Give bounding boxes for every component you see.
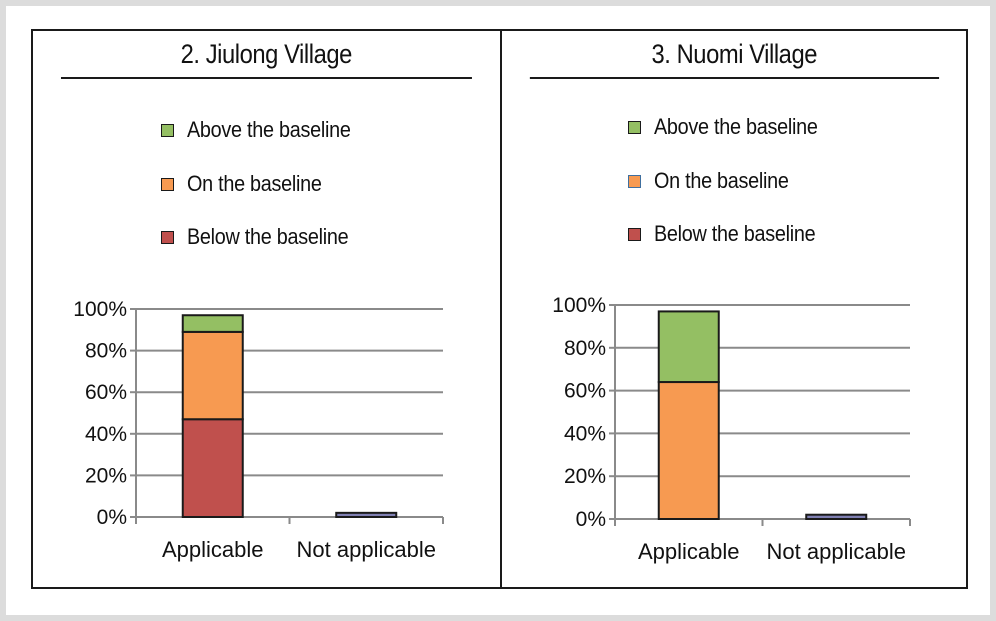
y-tick-label: 20% xyxy=(563,465,605,488)
bar-chart-jiulong: 0% 20% 40% 60% 80% 100% Applicable Not applicab… xyxy=(73,298,444,562)
legend-swatch-below xyxy=(627,227,641,241)
y-tick-label: 40% xyxy=(563,422,605,445)
legend-swatch-above xyxy=(627,120,641,134)
bar-segment-above xyxy=(657,310,720,384)
legend-label: On the baseline xyxy=(187,171,322,196)
y-tick-label: 80% xyxy=(85,340,127,363)
bar-segment-not-applicable xyxy=(804,513,867,521)
legend-item-below: Below the baseline xyxy=(161,224,366,250)
legend-item-on: On the baseline xyxy=(161,171,337,197)
y-tick-label: 0% xyxy=(575,508,605,531)
legend-label: Below the baseline xyxy=(187,224,349,249)
bar-segment-above xyxy=(181,314,244,333)
x-tick-label: Applicable xyxy=(637,539,739,564)
legend-label: Above the baseline xyxy=(187,117,351,142)
x-tick-label: Not applicable xyxy=(297,537,436,562)
legend-item-on: On the baseline xyxy=(627,168,804,194)
y-tick-label: 60% xyxy=(85,381,127,404)
bar-segment-below xyxy=(181,418,244,518)
y-tick-label: 60% xyxy=(563,380,605,403)
bar-chart-nuomi: 0% 20% 40% 60% 80% 100% Applicable Not applicab… xyxy=(552,294,911,564)
panel-nuomi: 3. Nuomi Village Above the baseline On t… xyxy=(499,31,967,587)
legend-swatch-above xyxy=(161,123,174,137)
panel-title: 3. Nuomi Village xyxy=(529,31,939,79)
bar-segment-on xyxy=(657,381,720,521)
y-tick-label: 100% xyxy=(73,298,127,321)
y-tick-label: 100% xyxy=(552,294,606,317)
panel-jiulong: 2. Jiulong Village Above the baseline On… xyxy=(33,31,500,587)
legend-swatch-below xyxy=(161,230,174,244)
figure-table: 2. Jiulong Village Above the baseline On… xyxy=(31,29,968,589)
y-tick-label: 0% xyxy=(97,506,127,529)
y-tick-label: 40% xyxy=(85,423,127,446)
legend-item-below: Below the baseline xyxy=(627,221,833,247)
legend-label: Below the baseline xyxy=(653,221,816,246)
x-tick-label: Not applicable xyxy=(766,539,905,564)
panel-title: 2. Jiulong Village xyxy=(60,31,472,79)
bar-segment-not-applicable xyxy=(335,511,398,518)
x-tick-label: Applicable xyxy=(162,537,264,562)
legend-label: On the baseline xyxy=(653,168,789,193)
legend-item-above: Above the baseline xyxy=(627,114,836,140)
legend-swatch-on xyxy=(627,174,641,188)
y-tick-label: 20% xyxy=(85,464,127,487)
bar-segment-on xyxy=(181,330,244,421)
figure-frame: 2. Jiulong Village Above the baseline On… xyxy=(6,6,990,615)
y-tick-label: 80% xyxy=(563,337,605,360)
legend-swatch-on xyxy=(161,177,174,191)
legend-item-above: Above the baseline xyxy=(161,117,369,143)
legend-label: Above the baseline xyxy=(653,114,818,139)
